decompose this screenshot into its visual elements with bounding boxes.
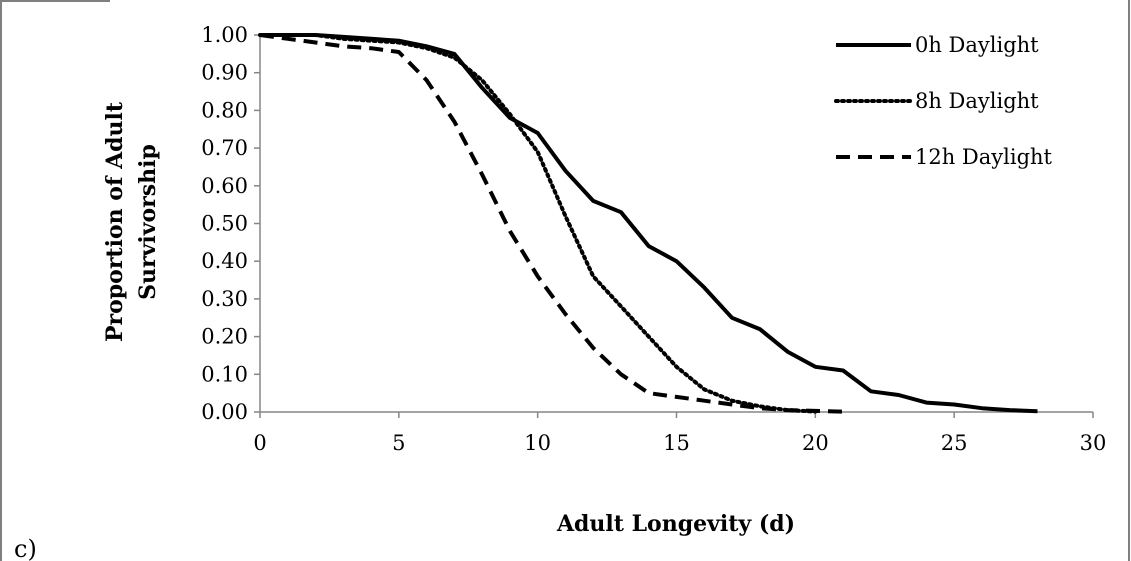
legend-label: 0h Daylight <box>915 33 1039 57</box>
x-tick-label: 20 <box>802 431 829 455</box>
series-layer <box>258 33 1038 414</box>
y-axis-title-line-1: Proportion of Adult <box>102 101 128 342</box>
series-line-12h-daylight <box>259 33 844 414</box>
y-tick-label: 0.00 <box>201 400 248 424</box>
x-tick-label: 25 <box>941 431 968 455</box>
y-tick-label: 0.10 <box>201 362 248 386</box>
y-tick-label: 0.50 <box>201 212 248 236</box>
series-line-8h-daylight <box>258 33 818 414</box>
x-tick-label: 10 <box>524 431 551 455</box>
y-tick-label: 0.30 <box>201 287 248 311</box>
x-tick-label: 15 <box>663 431 690 455</box>
series-line-0h-daylight <box>260 33 1038 414</box>
y-axis-title-line-2: Survivorship <box>135 144 161 300</box>
x-tick-label: 0 <box>253 431 266 455</box>
legend-label: 8h Daylight <box>915 89 1039 113</box>
y-tick-label: 0.20 <box>201 325 248 349</box>
x-tick-label: 30 <box>1080 431 1107 455</box>
y-tick-label: 1.00 <box>201 23 248 47</box>
panel-label: c) <box>14 535 37 561</box>
y-axis-title: Proportion of Adult Survivorship <box>102 101 161 342</box>
y-tick-label: 0.90 <box>201 61 248 85</box>
x-axis-ticks: 0 5 10 15 20 25 30 <box>253 412 1106 455</box>
y-tick-label: 0.40 <box>201 249 248 273</box>
x-axis-title: Adult Longevity (d) <box>556 511 795 537</box>
legend-label: 12h Daylight <box>915 145 1053 169</box>
legend: 0h Daylight 8h Daylight 12h Daylight <box>834 33 1053 169</box>
y-axis-ticks: 0.00 0.10 0.20 0.30 0.40 0.50 0.60 0.70 0.80 0.90… <box>201 23 260 424</box>
y-tick-label: 0.80 <box>201 98 248 122</box>
y-tick-label: 0.70 <box>201 136 248 160</box>
x-tick-label: 5 <box>392 431 405 455</box>
y-tick-label: 0.60 <box>201 174 248 198</box>
